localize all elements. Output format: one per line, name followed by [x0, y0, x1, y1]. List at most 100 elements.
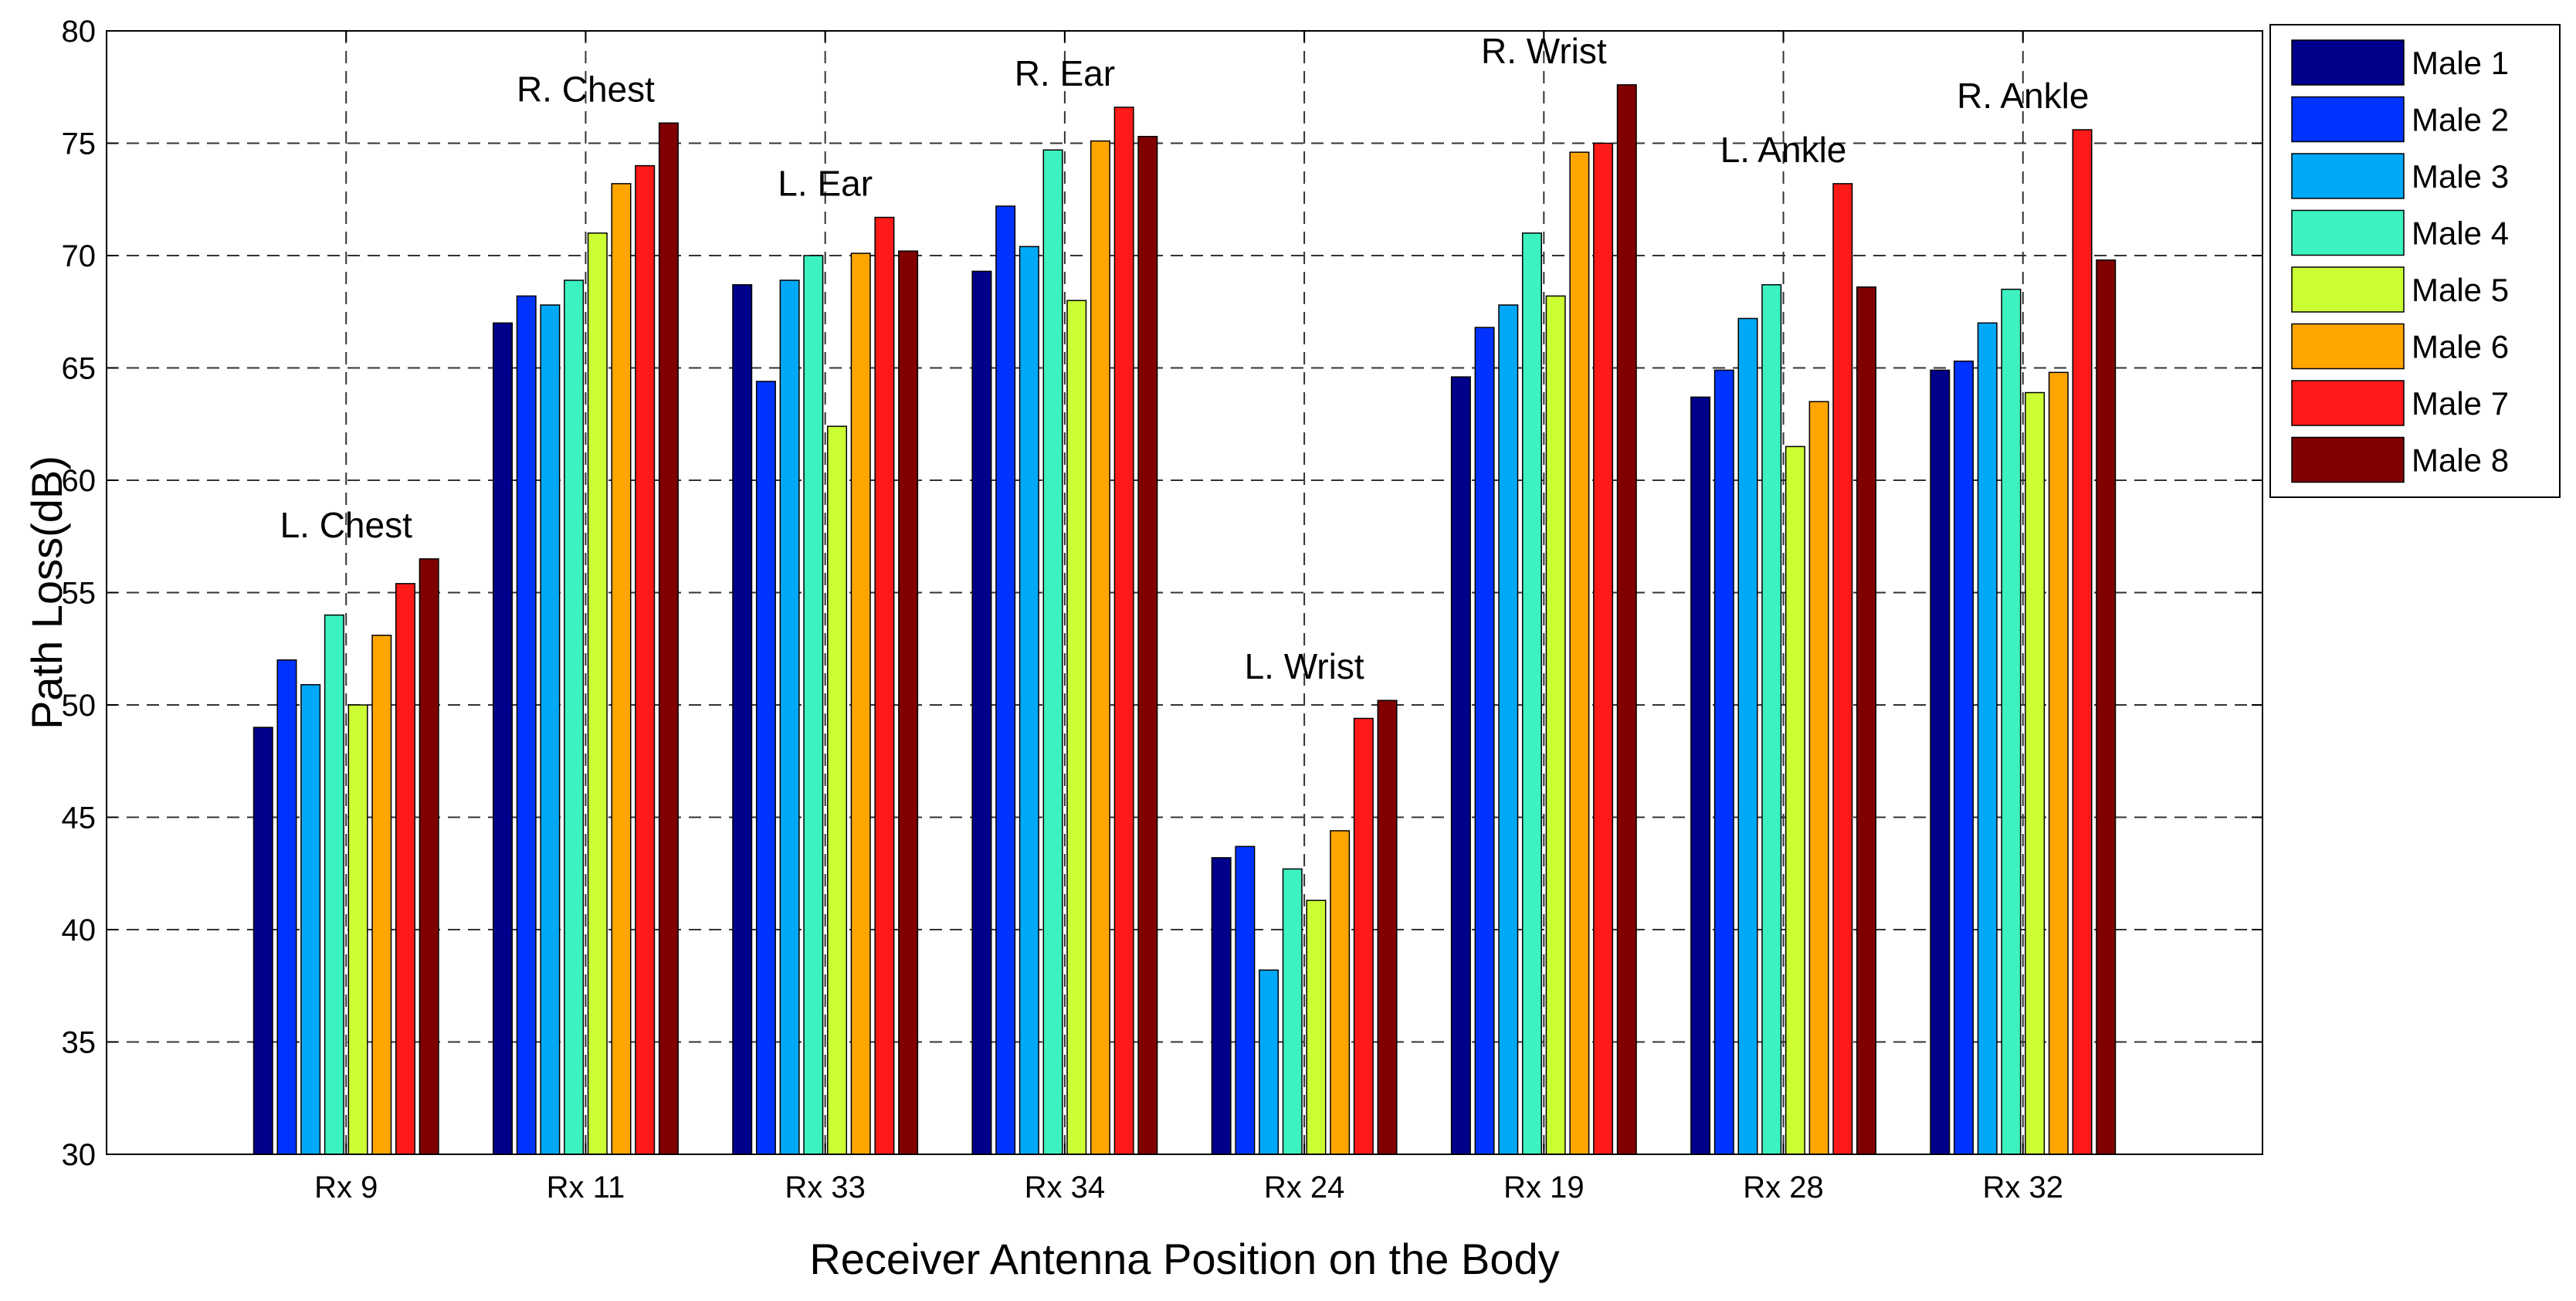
bar [2025, 391, 2046, 1155]
bar [371, 635, 392, 1155]
bar [850, 252, 871, 1155]
bar [253, 727, 273, 1155]
bar [276, 659, 297, 1155]
bar [1954, 361, 1974, 1155]
bar [1690, 396, 1711, 1155]
x-tick-label: Rx 33 [785, 1171, 866, 1204]
bar [1042, 149, 1063, 1155]
bar [732, 284, 753, 1155]
x-tick-label: Rx 9 [314, 1171, 378, 1204]
bar [1521, 232, 1542, 1155]
bar [971, 270, 992, 1155]
legend: Male 1 Male 2 Male 3 Male 4 Male 5 Male 6 Male… [2269, 24, 2561, 498]
group-annotation: L. Wrist [1245, 646, 1364, 686]
bar-group-annotations: L. Chest R. Chest L. Ear R. Ear L. Wrist R. W… [280, 31, 2090, 686]
y-tick-label: 55 [62, 577, 97, 611]
y-tick-label: 60 [62, 464, 97, 498]
bar [1377, 700, 1398, 1155]
legend-swatch [2291, 380, 2405, 426]
legend-label: Male 1 [2412, 45, 2509, 81]
y-tick-label: 35 [62, 1026, 97, 1060]
bar [1930, 369, 1951, 1155]
x-axis-title: Receiver Antenna Position on the Body [809, 1235, 1559, 1283]
bar [995, 205, 1016, 1155]
bar [492, 322, 513, 1155]
legend-swatch [2291, 153, 2405, 199]
bar [2048, 371, 2069, 1155]
bar [1808, 401, 1829, 1155]
legend-label: Male 4 [2412, 215, 2509, 252]
bar [1713, 369, 1734, 1155]
y-tick-label: 65 [62, 352, 97, 386]
bar [587, 232, 608, 1155]
bar [1282, 868, 1303, 1155]
bar [755, 381, 776, 1155]
y-tick-label: 70 [62, 239, 97, 273]
legend-swatch [2291, 96, 2405, 143]
group-annotation: R. Chest [517, 69, 655, 109]
y-tick-label: 80 [62, 15, 97, 49]
group-annotation: R. Ear [1015, 53, 1115, 93]
bar [1235, 845, 1256, 1155]
bar [1474, 327, 1495, 1155]
y-tick-label: 50 [62, 689, 97, 723]
bar [1785, 446, 1805, 1155]
bar [516, 295, 537, 1155]
y-tick-label: 30 [62, 1138, 97, 1172]
bar [1019, 246, 1039, 1155]
legend-swatch [2291, 209, 2405, 256]
bar [779, 280, 800, 1155]
bar [1090, 140, 1110, 1155]
bar [324, 614, 344, 1155]
legend-label: Male 6 [2412, 329, 2509, 365]
y-tick-label: 40 [62, 913, 97, 947]
bars [253, 84, 2117, 1155]
bar [658, 122, 679, 1155]
bar [564, 280, 585, 1155]
bar [827, 425, 848, 1155]
bar [635, 164, 656, 1155]
grid-lines [107, 31, 2262, 1154]
bar [419, 558, 439, 1155]
bar [2072, 129, 2093, 1155]
bar [1137, 136, 1158, 1155]
bar [1593, 142, 1614, 1155]
bar [1545, 295, 1566, 1155]
legend-label: Male 8 [2412, 442, 2509, 479]
legend-box [2269, 24, 2561, 498]
y-axis-title: Path Loss(dB) [22, 456, 71, 730]
bar [1353, 717, 1374, 1155]
x-tick-label: Rx 34 [1025, 1171, 1106, 1204]
bar [1761, 284, 1782, 1155]
legend-swatch [2291, 266, 2405, 313]
axis-ticks: 30 35 40 45 50 55 60 65 70 75 80 Rx 9 Rx 11 Rx 33 Rx 3… [62, 15, 2262, 1204]
bar [1259, 969, 1280, 1155]
bar [1066, 300, 1087, 1155]
bar [611, 183, 632, 1155]
x-tick-label: Rx 32 [1983, 1171, 2064, 1204]
bar [874, 216, 895, 1155]
group-annotation: L. Ankle [1720, 130, 1847, 170]
bar [1737, 317, 1758, 1155]
legend-swatch [2291, 436, 2405, 483]
bar [1498, 304, 1519, 1155]
bar [1616, 84, 1637, 1155]
bar [1211, 857, 1232, 1155]
legend-label: Male 2 [2412, 102, 2509, 138]
group-annotation: L. Ear [778, 164, 873, 204]
group-annotation: R. Ankle [1957, 76, 2089, 116]
bar [395, 583, 415, 1155]
legend-swatch [2291, 323, 2405, 370]
bar [347, 704, 368, 1155]
bar [1330, 830, 1351, 1155]
bar [803, 255, 824, 1155]
legend-label: Male 7 [2412, 385, 2509, 422]
group-annotation: R. Wrist [1481, 31, 1607, 71]
bar [540, 304, 561, 1155]
bar [1306, 900, 1327, 1155]
x-tick-label: Rx 24 [1264, 1171, 1345, 1204]
bar [1569, 151, 1590, 1155]
legend-label: Male 3 [2412, 158, 2509, 195]
legend-swatch [2291, 39, 2405, 86]
